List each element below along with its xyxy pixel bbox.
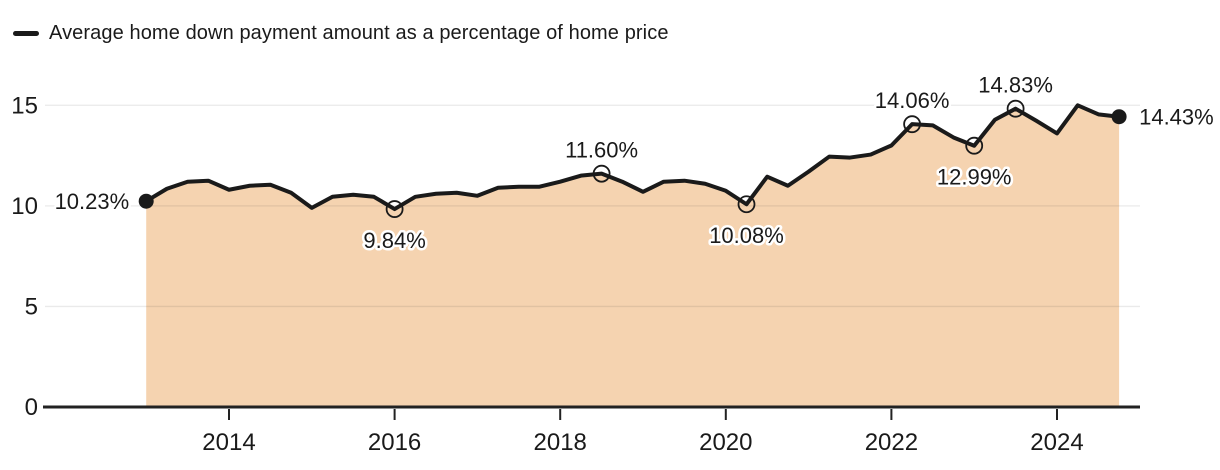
- area-fill: [146, 105, 1120, 408]
- x-tick-label: 2022: [865, 429, 918, 456]
- data-point-label: 14.43%: [1139, 105, 1214, 130]
- data-point-marker-filled: [138, 193, 154, 209]
- data-point-label: 10.08%: [709, 223, 784, 248]
- y-tick-label: 15: [11, 92, 38, 119]
- x-tick-label: 2018: [534, 429, 587, 456]
- x-tick-label: 2014: [202, 429, 255, 456]
- data-point-label: 9.84%: [363, 228, 425, 253]
- chart-legend: Average home down payment amount as a pe…: [13, 22, 669, 45]
- data-point-label: 12.99%: [937, 165, 1012, 190]
- data-point-marker-open: [592, 164, 611, 183]
- legend-line-swatch: [13, 31, 39, 36]
- trend-line: [144, 103, 1122, 212]
- x-tick-label: 2020: [699, 429, 752, 456]
- data-point-marker-filled: [1111, 109, 1127, 125]
- y-tick-label: 10: [11, 193, 38, 220]
- data-point-label: 11.60%: [565, 138, 638, 163]
- data-point-label: 14.83%: [978, 73, 1053, 98]
- legend-series-label: Average home down payment amount as a pe…: [49, 22, 669, 44]
- data-point-marker-open: [737, 195, 756, 214]
- data-point-label: 14.06%: [875, 88, 950, 113]
- y-tick-label: 0: [25, 394, 38, 421]
- data-point-marker-open: [1006, 99, 1025, 118]
- data-point-marker-open: [965, 136, 984, 155]
- x-tick-label: 2024: [1030, 429, 1083, 456]
- data-point-marker-open: [903, 115, 921, 134]
- data-point-label: 10.23%: [55, 189, 130, 214]
- y-tick-label: 5: [25, 293, 38, 320]
- data-point-marker-open: [385, 200, 404, 218]
- x-tick-label: 2016: [368, 429, 421, 456]
